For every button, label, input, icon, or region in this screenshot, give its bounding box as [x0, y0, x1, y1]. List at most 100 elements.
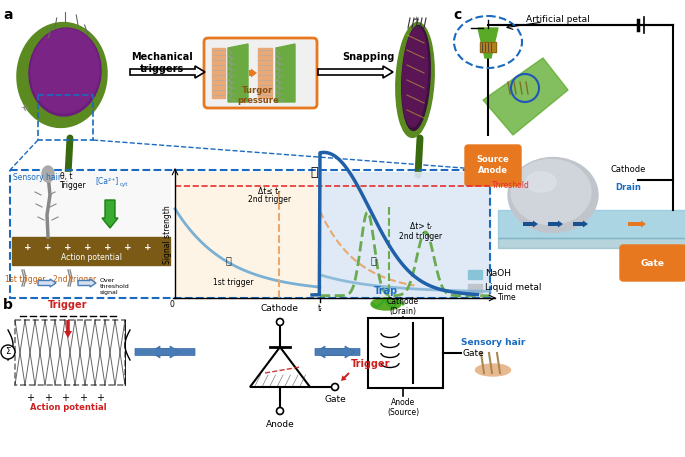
Bar [10, 170, 490, 298]
Text: 🌾: 🌾 [225, 255, 232, 265]
Text: +: + [79, 393, 87, 403]
Bar [480, 42, 496, 52]
Text: +: + [24, 244, 32, 253]
Bar [368, 318, 443, 388]
FancyArrow shape [318, 66, 393, 78]
FancyArrow shape [341, 372, 350, 381]
FancyBboxPatch shape [620, 245, 685, 281]
Ellipse shape [526, 172, 556, 192]
Text: Threshold: Threshold [492, 181, 530, 191]
Circle shape [1, 345, 15, 359]
Text: Action potential: Action potential [62, 254, 123, 262]
Text: Sensory hair: Sensory hair [13, 174, 61, 182]
Text: θ, t: θ, t [60, 172, 73, 181]
Text: Cathode
(Drain): Cathode (Drain) [387, 297, 419, 316]
Text: Gate: Gate [324, 395, 346, 404]
Ellipse shape [371, 298, 401, 310]
Text: Trigger: Trigger [351, 359, 390, 369]
Bar [12, 172, 170, 237]
Text: [Ca²⁺]: [Ca²⁺] [95, 176, 119, 185]
Text: +: + [45, 244, 52, 253]
FancyArrow shape [78, 279, 96, 287]
Circle shape [277, 408, 284, 414]
Ellipse shape [402, 27, 427, 127]
FancyArrow shape [315, 346, 355, 358]
FancyArrow shape [573, 220, 588, 228]
FancyArrow shape [548, 220, 563, 228]
Bar [481, 43, 495, 51]
FancyArrow shape [38, 279, 56, 287]
FancyArrow shape [64, 320, 72, 338]
FancyArrow shape [249, 69, 257, 78]
Text: 🍃: 🍃 [310, 166, 318, 179]
Text: Mechanical
triggers: Mechanical triggers [131, 52, 193, 74]
Text: cyt: cyt [120, 182, 128, 187]
Text: Sensory hair: Sensory hair [461, 338, 525, 347]
Bar [320, 172, 490, 298]
Text: a: a [3, 8, 12, 22]
Text: +: + [96, 393, 104, 403]
Bar [175, 172, 320, 298]
Text: +: + [44, 393, 52, 403]
FancyArrow shape [150, 346, 195, 358]
Text: Signal strength: Signal strength [163, 206, 172, 265]
FancyArrow shape [130, 66, 205, 78]
Bar [468, 284, 482, 293]
Text: Snapping: Snapping [342, 52, 394, 62]
Text: 1st trigger: 1st trigger [5, 275, 45, 284]
Text: +: + [26, 393, 34, 403]
Text: Trigger: Trigger [60, 181, 86, 190]
Text: Time: Time [498, 293, 516, 303]
Text: ✈: ✈ [412, 15, 421, 22]
Text: 🌾: 🌾 [371, 255, 376, 265]
Text: Gate: Gate [463, 349, 485, 357]
Text: Artificial petal: Artificial petal [526, 15, 590, 24]
Text: Trigger: Trigger [48, 300, 88, 310]
Text: Gate: Gate [641, 259, 665, 267]
Polygon shape [228, 44, 248, 102]
Text: Turgor
pressure: Turgor pressure [237, 86, 279, 106]
FancyArrow shape [315, 346, 360, 358]
Text: Anode
(Source): Anode (Source) [387, 398, 419, 417]
Text: Cathode: Cathode [610, 165, 646, 174]
Polygon shape [478, 28, 498, 58]
Text: +: + [84, 244, 92, 253]
FancyArrow shape [628, 220, 646, 228]
Text: Liquid metal: Liquid metal [485, 283, 542, 292]
Text: Drain: Drain [615, 183, 641, 192]
Text: Δt≤ tᵣ: Δt≤ tᵣ [258, 187, 281, 196]
Ellipse shape [475, 364, 510, 376]
Text: 2nd trigger: 2nd trigger [399, 232, 443, 241]
Ellipse shape [508, 158, 598, 233]
Text: +: + [61, 393, 69, 403]
Ellipse shape [401, 26, 430, 130]
Bar [38, 95, 93, 140]
Bar [498, 210, 685, 238]
Bar [498, 238, 685, 248]
Text: 2nd trigger: 2nd trigger [248, 195, 291, 204]
Text: Source
Anode: Source Anode [477, 155, 510, 175]
Polygon shape [250, 347, 310, 387]
Text: +: + [64, 244, 72, 253]
Ellipse shape [28, 27, 102, 117]
Text: ✈: ✈ [20, 100, 28, 110]
Bar [468, 270, 482, 279]
Text: +: + [104, 244, 112, 253]
Text: Trap: Trap [374, 286, 398, 296]
Text: Over
threshold
signal: Over threshold signal [100, 278, 129, 295]
Text: +: + [144, 244, 152, 253]
Ellipse shape [511, 159, 591, 224]
Text: Action potential: Action potential [29, 403, 106, 412]
Text: Σ: Σ [5, 347, 11, 356]
Text: tᵣ: tᵣ [317, 304, 323, 313]
Polygon shape [258, 48, 272, 98]
Text: b: b [3, 298, 13, 312]
Circle shape [332, 383, 338, 390]
Text: 1st trigger: 1st trigger [213, 278, 253, 287]
Ellipse shape [396, 22, 434, 138]
FancyArrow shape [523, 220, 538, 228]
Polygon shape [212, 48, 225, 98]
Text: NaOH: NaOH [485, 270, 511, 278]
Circle shape [277, 319, 284, 325]
Ellipse shape [42, 166, 54, 182]
